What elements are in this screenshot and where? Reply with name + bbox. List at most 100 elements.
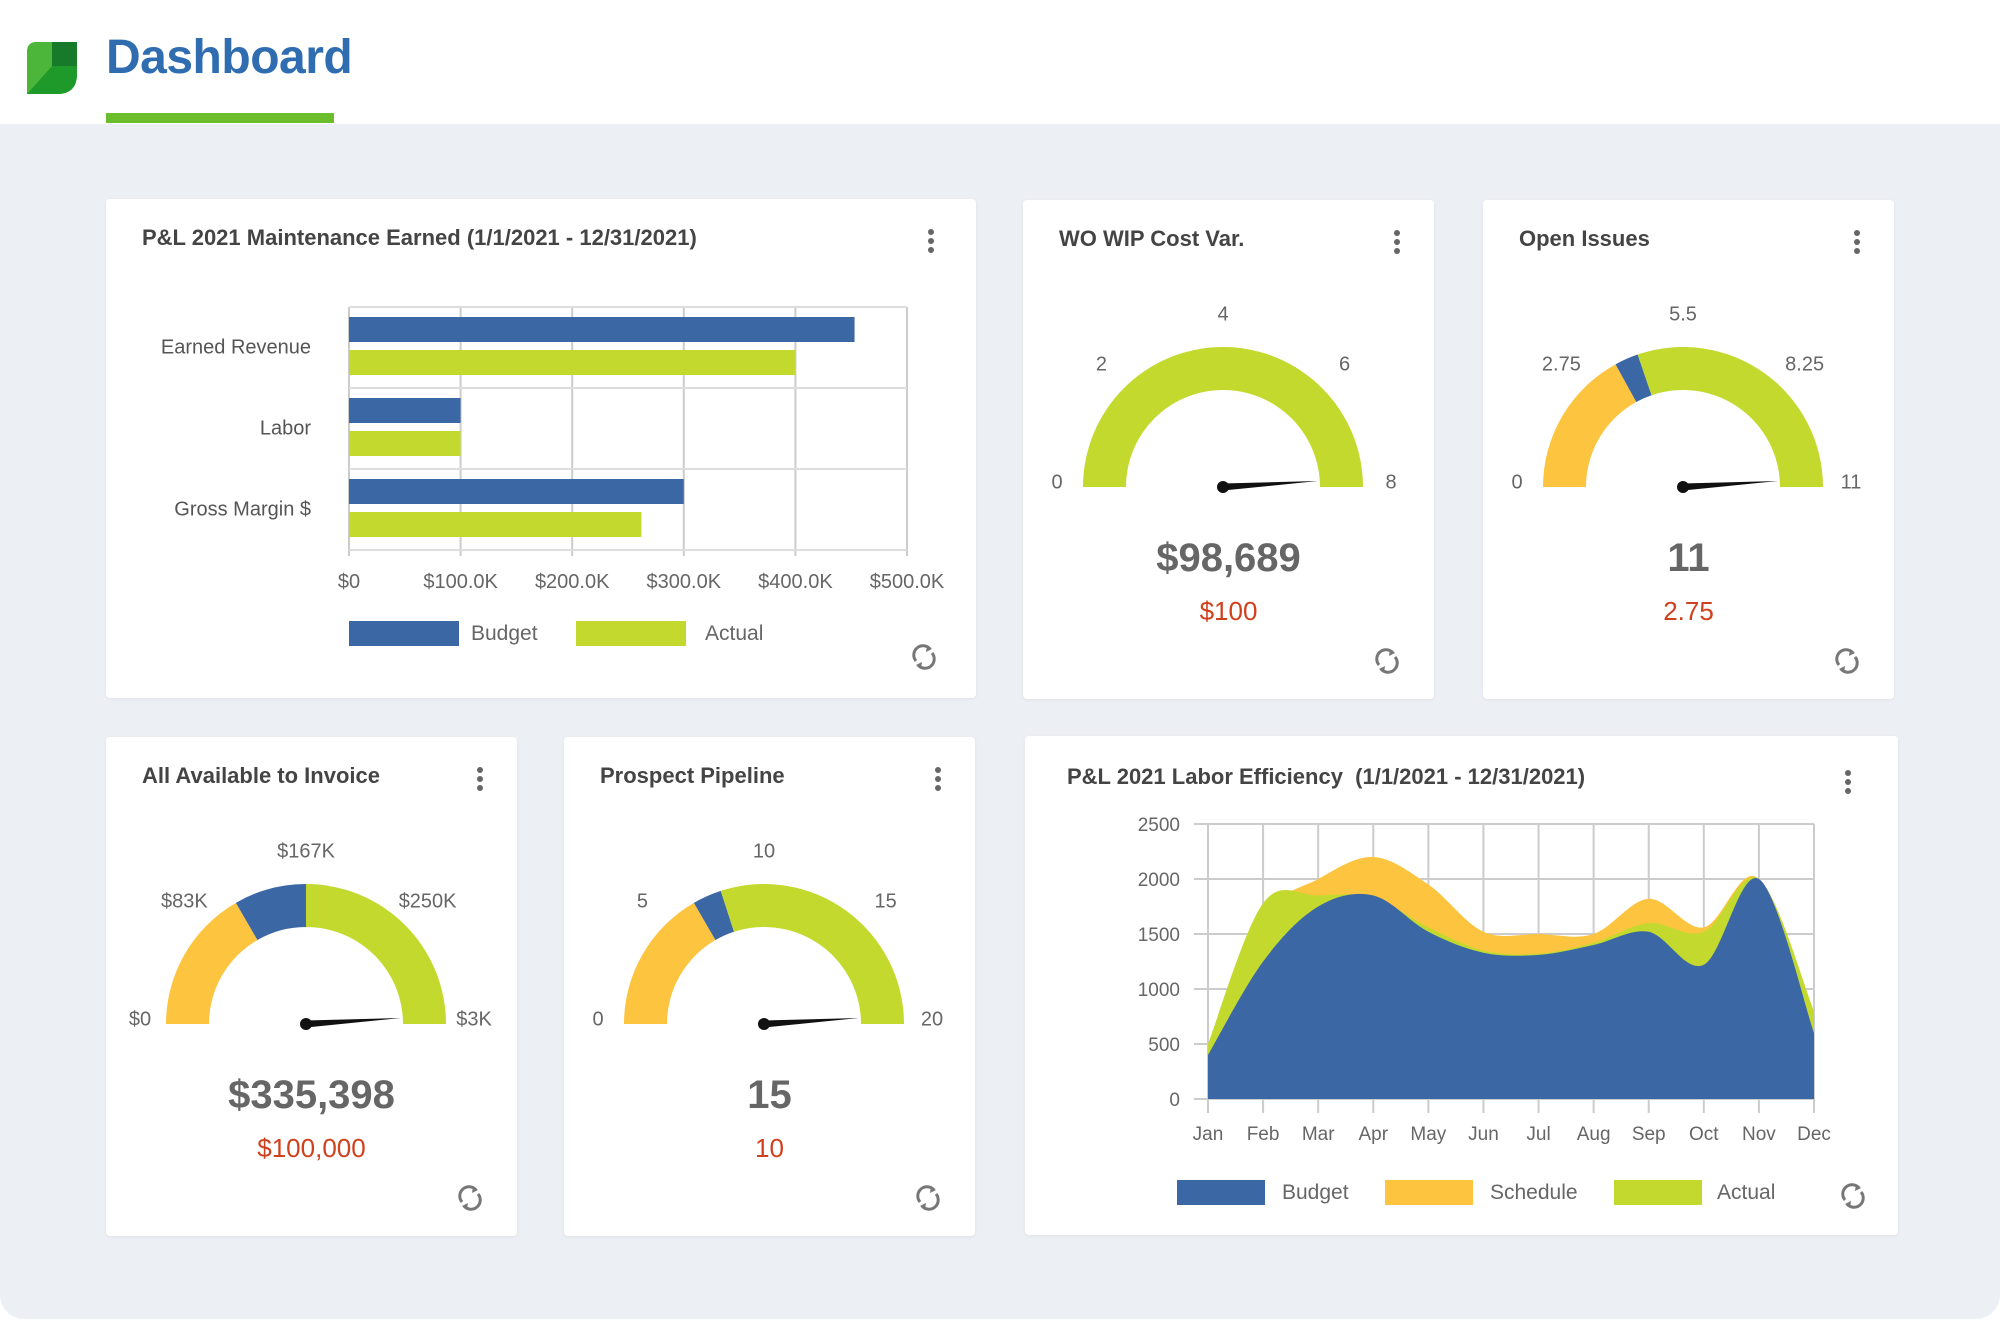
y-tick-label: 1500 — [1138, 925, 1180, 946]
gauge-target: 2.75 — [1663, 596, 1714, 626]
gauge-tick-label: 0 — [1511, 471, 1523, 494]
y-tick-label: 2500 — [1138, 815, 1180, 836]
legend-swatch — [1385, 1180, 1473, 1205]
x-tick-label: $400.0K — [758, 571, 833, 593]
gauge-tick-label: 6 — [1339, 353, 1351, 376]
refresh-icon[interactable] — [912, 1182, 944, 1214]
refresh-icon[interactable] — [908, 641, 940, 673]
widget-prospect-pipeline: Prospect Pipeline 15 10 0 5 10 15 20 — [564, 737, 975, 1236]
x-tick-label: $300.0K — [647, 571, 722, 593]
gauge-band — [624, 902, 716, 1024]
x-tick-label: Feb — [1247, 1124, 1280, 1145]
more-options-icon[interactable] — [1840, 768, 1856, 798]
category-label: Gross Margin $ — [174, 499, 311, 521]
x-tick-label: May — [1410, 1124, 1446, 1145]
widget-title: Open Issues — [1519, 226, 1650, 251]
widget-available-invoice: All Available to Invoice $335,398 $100,0… — [106, 737, 517, 1236]
more-options-icon[interactable] — [1389, 228, 1405, 258]
widget-labor-efficiency: P&L 2021 Labor Efficiency (1/1/2021 - 12… — [1025, 736, 1898, 1235]
refresh-icon[interactable] — [1837, 1180, 1869, 1212]
refresh-icon[interactable] — [454, 1182, 486, 1214]
bar-budget[interactable] — [349, 398, 461, 423]
gauge-tick-label: $250K — [398, 890, 457, 913]
gauge-value: 15 — [747, 1073, 792, 1117]
widget-title: P&L 2021 Labor Efficiency (1/1/2021 - 12… — [1067, 764, 1586, 789]
gauge-tick-label: 11 — [1840, 471, 1862, 494]
gauge-band — [166, 902, 258, 1024]
y-tick-label: 500 — [1148, 1035, 1180, 1056]
gauge-tick-label: 10 — [752, 840, 776, 863]
gauge-tick-label: $83K — [161, 890, 208, 913]
legend-label[interactable]: Budget — [1282, 1181, 1349, 1204]
gauge — [1083, 347, 1363, 493]
gauge-band — [693, 890, 735, 941]
widget-title: WO WIP Cost Var. — [1059, 226, 1245, 251]
refresh-icon[interactable] — [1831, 645, 1863, 677]
gauge-tick-label: 2.75 — [1541, 353, 1581, 376]
gauge-tick-label: 5 — [636, 890, 648, 913]
more-options-icon[interactable] — [930, 765, 946, 795]
y-tick-label: 2000 — [1138, 870, 1180, 891]
gauge-band — [235, 884, 306, 941]
gauge — [1543, 347, 1823, 493]
gauge-target: $100 — [1199, 596, 1258, 626]
widget-title: All Available to Invoice — [142, 763, 380, 788]
gauge-tick-label: 2 — [1095, 353, 1107, 376]
gauge-tick-label: 8 — [1385, 471, 1397, 494]
x-tick-label: Apr — [1358, 1124, 1388, 1145]
gauge-band — [1543, 364, 1637, 487]
gauge-tick-label: $3K — [456, 1008, 492, 1031]
x-tick-label: $500.0K — [870, 571, 945, 593]
more-options-icon[interactable] — [472, 765, 488, 795]
legend-swatch — [1614, 1180, 1702, 1205]
legend-label[interactable]: Schedule — [1490, 1181, 1578, 1204]
widget-open-issues: Open Issues 11 2.75 0 2.75 5.5 8.25 11 — [1483, 200, 1894, 699]
x-tick-label: Mar — [1302, 1124, 1335, 1145]
legend-swatch — [349, 621, 459, 646]
widget-wo-wip: WO WIP Cost Var. $98,689 $100 0 2 4 6 8 — [1023, 200, 1434, 699]
area-budget[interactable] — [1208, 877, 1814, 1099]
gauge-band — [306, 884, 446, 1024]
legend-label[interactable]: Budget — [471, 622, 538, 645]
gauge-needle-hub — [300, 1018, 312, 1030]
legend-label[interactable]: Actual — [1717, 1181, 1775, 1204]
x-tick-label: $200.0K — [535, 571, 610, 593]
gauge-target: $100,000 — [257, 1133, 366, 1163]
more-options-icon[interactable] — [923, 227, 939, 257]
gauge-tick-label: 15 — [874, 890, 897, 913]
gauge-value: 11 — [1667, 536, 1710, 580]
page-title: Dashboard — [106, 31, 353, 84]
gauge — [624, 884, 904, 1030]
x-tick-label: Sep — [1632, 1124, 1666, 1145]
gauge-tick-label: 8.25 — [1785, 353, 1825, 376]
gauge-tick-label: 0 — [1051, 471, 1063, 494]
gauge-tick-label: 20 — [920, 1008, 944, 1031]
gauge-needle-hub — [758, 1018, 770, 1030]
gauge-needle — [763, 1018, 859, 1028]
gauge-tick-label: 5.5 — [1669, 303, 1697, 326]
category-label: Labor — [260, 418, 311, 440]
x-tick-label: Jun — [1468, 1124, 1499, 1145]
y-tick-label: 0 — [1169, 1090, 1180, 1111]
more-options-icon[interactable] — [1849, 228, 1865, 258]
gauge-needle — [1222, 481, 1318, 491]
x-tick-label: Jan — [1193, 1124, 1224, 1145]
header: Dashboard — [0, 0, 2000, 124]
x-tick-label: $100.0K — [423, 571, 498, 593]
x-tick-label: Jul — [1526, 1124, 1550, 1145]
refresh-icon[interactable] — [1371, 645, 1403, 677]
bar-budget[interactable] — [349, 479, 684, 504]
area-chart: Jan Feb Mar Apr May Jun Jul Aug Sep Oct Nov Dec 0 500… — [1138, 815, 1831, 1205]
bar-actual[interactable] — [349, 350, 796, 375]
legend-label[interactable]: Actual — [705, 622, 763, 645]
gauge-band — [1083, 347, 1363, 487]
gauge-tick-label: $167K — [277, 840, 335, 863]
bar-budget[interactable] — [349, 317, 855, 342]
bar-actual[interactable] — [349, 512, 642, 537]
category-label: Earned Revenue — [161, 337, 311, 359]
gauge-band — [1637, 347, 1823, 487]
x-tick-label: Aug — [1577, 1124, 1611, 1145]
x-tick-label: Dec — [1797, 1124, 1831, 1145]
bar-actual[interactable] — [349, 431, 461, 456]
gauge-tick-label: $0 — [128, 1008, 152, 1031]
